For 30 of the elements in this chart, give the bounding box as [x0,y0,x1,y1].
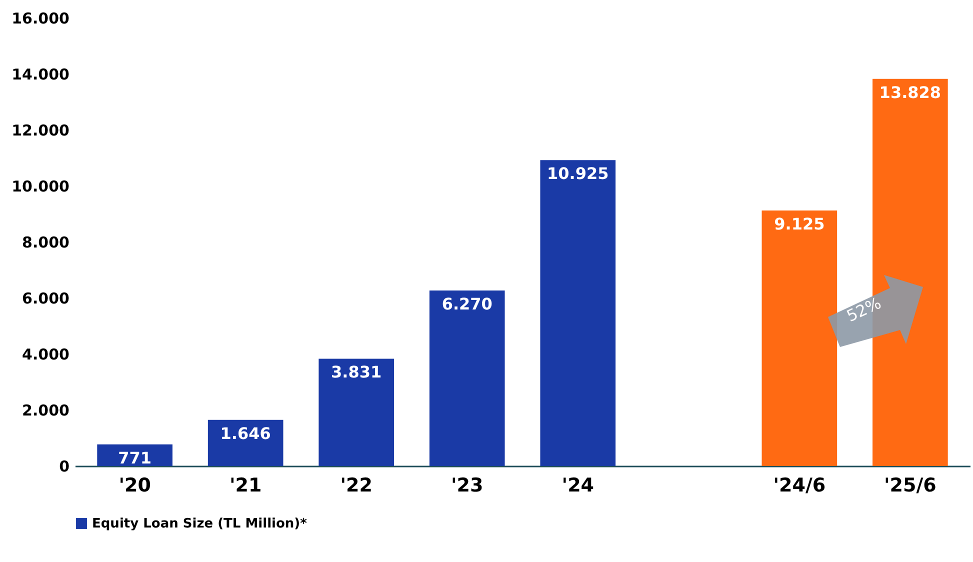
data-label: 9.125 [774,214,825,234]
x-tick-label: '24/6 [773,474,826,496]
data-label: 771 [118,448,152,468]
bar [540,160,616,466]
y-tick-label: 12.000 [12,122,70,140]
x-tick-label: '24 [562,474,594,496]
y-tick-label: 6.000 [22,290,70,308]
bar [762,210,838,466]
x-tick-label: '25/6 [884,474,936,496]
y-tick-label: 16.000 [12,10,70,28]
x-tick-label: '22 [340,474,372,496]
bar [208,420,284,466]
data-label: 1.646 [220,424,271,443]
y-tick-label: 2.000 [22,402,70,420]
data-label: 3.831 [331,362,382,382]
legend-label: Equity Loan Size (TL Million)* [92,516,308,532]
y-tick-label: 0 [59,458,70,476]
bar [429,290,505,466]
data-label: 10.925 [547,164,609,184]
data-label: 6.270 [442,294,492,314]
y-tick-label: 10.000 [12,178,70,196]
x-tick-label: '23 [450,474,484,496]
y-tick-label: 14.000 [12,66,70,84]
y-tick-label: 8.000 [22,234,70,252]
bar [318,358,394,466]
x-tick-label: '20 [118,474,151,496]
data-label: 13.828 [879,82,942,102]
x-tick-label: '21 [229,474,262,496]
y-tick-label: 4.000 [22,346,70,364]
annotation: 52% [844,293,884,326]
